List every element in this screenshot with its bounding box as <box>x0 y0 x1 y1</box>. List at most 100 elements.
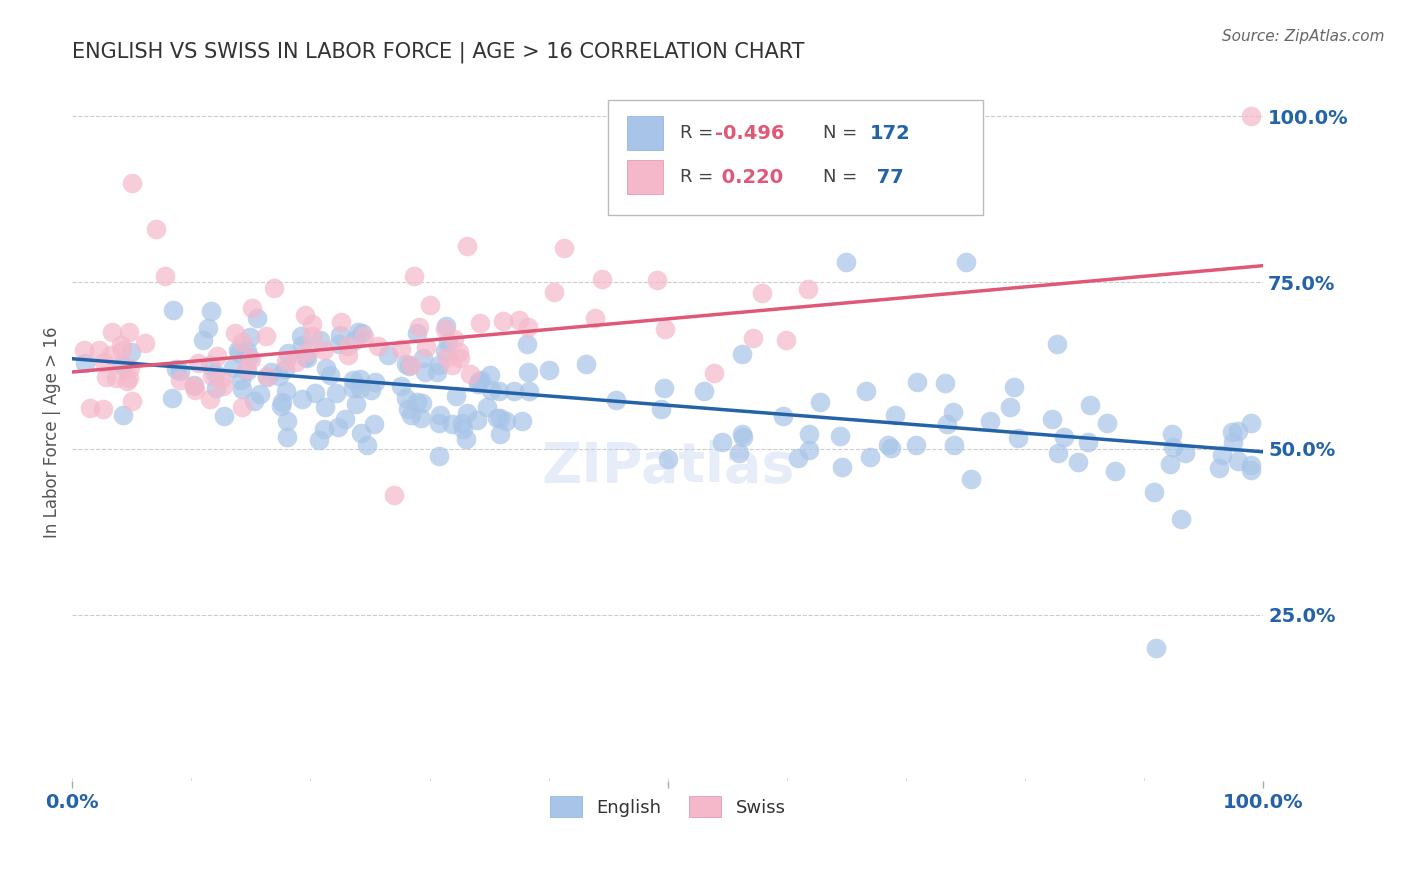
Point <box>201 368 224 383</box>
Point <box>240 301 263 315</box>
Point <box>943 438 966 452</box>
Legend: English, Swiss: English, Swiss <box>543 789 793 824</box>
Point <box>111 409 134 423</box>
Point <box>238 351 260 365</box>
Point <box>1143 485 1166 500</box>
Point <box>399 358 422 372</box>
Point <box>1226 454 1249 468</box>
Point <box>408 320 430 334</box>
Point <box>797 443 820 458</box>
Point <box>942 405 965 419</box>
Point <box>110 343 132 357</box>
Point <box>325 386 347 401</box>
Point <box>290 328 312 343</box>
Point <box>256 368 278 383</box>
Point <box>301 317 323 331</box>
Point <box>395 357 418 371</box>
Point <box>772 409 794 423</box>
Point <box>488 411 510 425</box>
Point <box>274 362 297 376</box>
Point <box>537 362 560 376</box>
Point <box>328 337 350 351</box>
Point <box>711 434 734 449</box>
Point <box>657 452 679 467</box>
Point <box>517 384 540 399</box>
Point <box>479 368 502 383</box>
Point <box>440 417 463 432</box>
Point <box>858 450 880 465</box>
Point <box>226 343 249 358</box>
Point <box>553 241 575 255</box>
Point <box>104 371 127 385</box>
Point <box>1240 416 1263 430</box>
Point <box>271 395 294 409</box>
Point <box>411 411 433 425</box>
Text: -0.496: -0.496 <box>716 123 785 143</box>
Point <box>1240 463 1263 477</box>
Point <box>467 377 489 392</box>
Point <box>488 384 510 398</box>
Point <box>228 346 250 360</box>
Point <box>492 313 515 327</box>
Point <box>786 450 808 465</box>
Point <box>254 329 277 343</box>
Point <box>330 315 353 329</box>
Point <box>276 414 298 428</box>
Point <box>197 321 219 335</box>
Point <box>451 422 474 436</box>
Point <box>235 364 257 378</box>
FancyBboxPatch shape <box>627 160 664 194</box>
Point <box>733 430 755 444</box>
Point <box>1208 461 1230 475</box>
Point <box>231 335 253 350</box>
Point <box>935 417 957 432</box>
Point <box>377 348 399 362</box>
Point <box>367 338 389 352</box>
Point <box>405 326 427 340</box>
Point <box>411 396 433 410</box>
Point <box>1222 434 1244 449</box>
Point <box>93 354 115 368</box>
Point <box>402 269 425 284</box>
Point <box>111 359 134 373</box>
Point <box>979 414 1001 428</box>
Text: N =: N = <box>823 168 856 186</box>
Point <box>314 401 336 415</box>
Point <box>270 399 292 413</box>
Point <box>441 358 464 372</box>
Point <box>458 368 481 382</box>
Point <box>301 329 323 343</box>
Point <box>775 334 797 348</box>
Point <box>145 222 167 236</box>
Point <box>427 416 450 430</box>
Point <box>583 311 606 326</box>
Point <box>222 360 245 375</box>
Point <box>205 350 228 364</box>
Point <box>454 432 477 446</box>
Point <box>276 429 298 443</box>
Point <box>73 343 96 358</box>
Point <box>654 322 676 336</box>
Point <box>134 336 156 351</box>
Point <box>352 326 374 340</box>
Point <box>319 368 342 383</box>
Point <box>516 320 538 334</box>
Point <box>277 346 299 360</box>
Point <box>1160 426 1182 441</box>
Point <box>880 442 903 456</box>
Point <box>118 325 141 339</box>
Point <box>575 357 598 371</box>
Point <box>91 402 114 417</box>
Point <box>1046 446 1069 460</box>
Point <box>443 332 465 346</box>
Point <box>211 371 233 385</box>
Point <box>382 488 405 502</box>
Text: N =: N = <box>823 124 856 142</box>
Point <box>191 333 214 347</box>
Point <box>315 360 337 375</box>
Point <box>904 437 927 451</box>
Point <box>267 368 290 383</box>
Point <box>808 395 831 409</box>
Point <box>730 347 752 361</box>
Point <box>426 365 449 379</box>
